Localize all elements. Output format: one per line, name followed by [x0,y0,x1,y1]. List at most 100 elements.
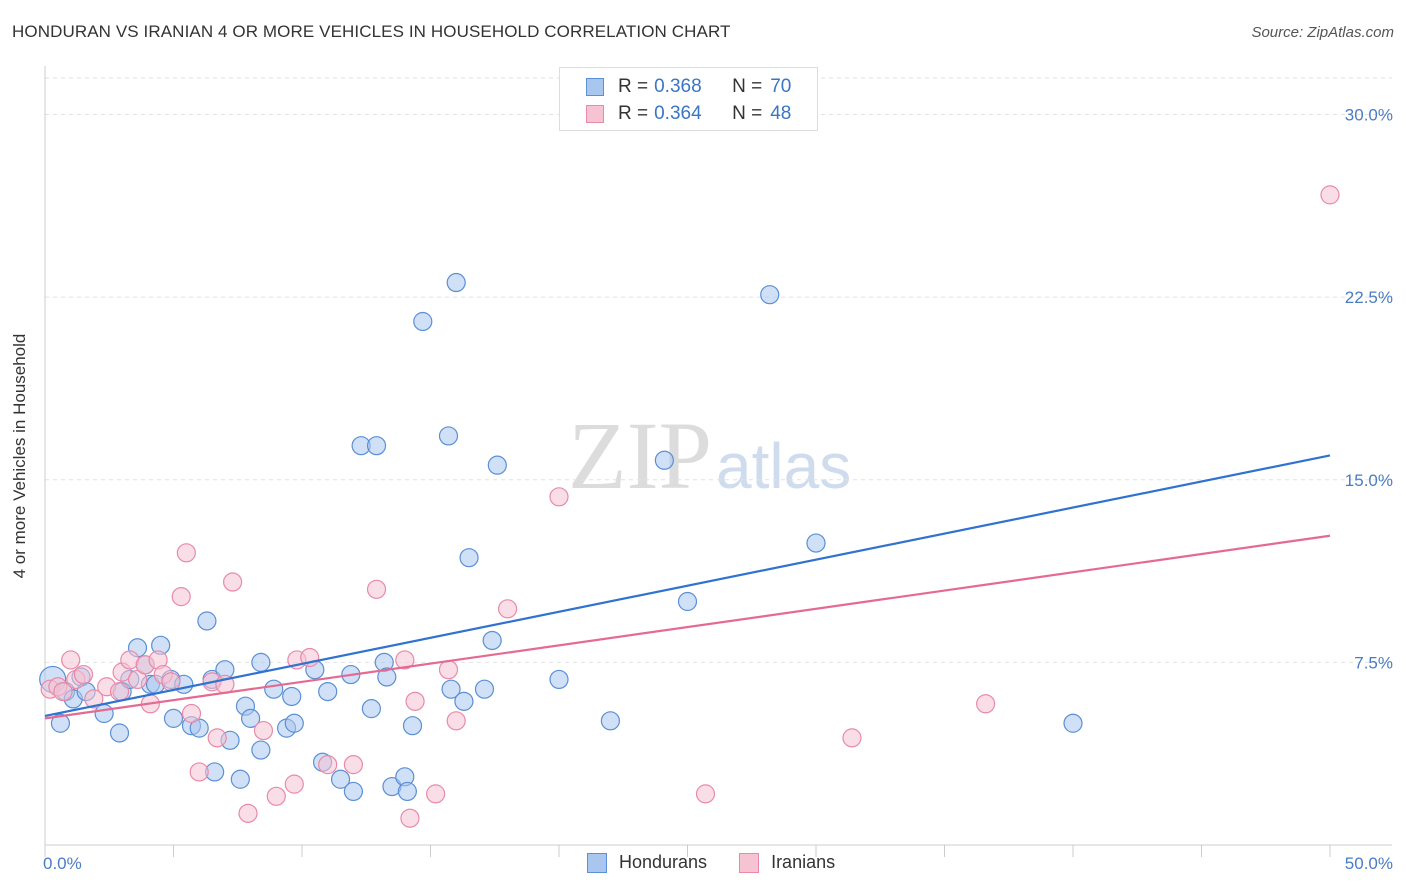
iranian-point [695,784,716,804]
honduran-point [600,711,621,731]
legend-row-iranians: R = 0.364 N = 48 [586,103,791,125]
legend-item-iranians: Iranians [739,852,835,873]
honduran-point [109,723,130,743]
iranian-point [842,728,862,748]
iranian-point [549,487,569,507]
legend-row-hondurans: R = 0.368 N = 70 [586,76,791,98]
correlation-legend: R = 0.368 N = 70 R = 0.364 N = 48 [559,67,818,131]
y-tick-label: 15.0% [1345,471,1393,490]
honduran-point [163,708,184,728]
x-tick-label: 0.0% [43,854,82,873]
iranians-legend-label: Iranians [771,852,836,872]
honduran-point [282,686,302,707]
iranian-point [189,762,209,782]
r-label: R = [618,103,649,124]
iranians-r-value: 0.364 [654,103,702,124]
chart-title: HONDURAN VS IRANIAN 4 OR MORE VEHICLES I… [12,22,731,41]
iranian-point [207,728,227,748]
legend-item-hondurans: Hondurans [587,852,707,873]
trend-layer [44,454,1331,720]
iranian-point [181,703,202,724]
honduran-point [251,740,271,760]
honduran-point [318,681,338,702]
iranian-point [266,786,286,806]
honduran-point [264,679,284,699]
hondurans-n-value: 70 [770,76,792,97]
honduran-point [459,548,479,568]
iranians-legend-swatch [739,852,760,873]
iranian-point [284,774,304,794]
honduran-point [549,669,569,690]
honduran-point [654,450,674,470]
x-tick-label: 50.0% [1345,854,1393,873]
r-label: R = [618,76,649,97]
honduran-point [677,591,698,612]
gridlines [45,77,1392,663]
iranians-n-value: 48 [770,103,792,124]
iranian-point [238,803,258,823]
honduran-point [402,716,423,736]
iranian-point [405,691,425,711]
n-label: N = [732,76,763,97]
iranian-point [343,755,363,775]
hondurans-legend-label: Hondurans [619,852,708,872]
hondurans-r-value: 0.368 [654,76,702,97]
iranians-swatch [586,105,604,123]
honduran-point [251,652,271,672]
y-tick-label: 22.5% [1345,288,1393,307]
honduran-point [197,611,217,631]
honduran-point [482,630,502,651]
honduran-point [454,691,474,711]
y-tick-label: 7.5% [1354,653,1393,672]
honduran-point [441,679,461,699]
honduran-point [230,769,250,789]
iranian-point [318,755,338,775]
honduran-point [241,708,261,728]
iranian-point [446,711,466,731]
honduran-trend-line [44,454,1331,718]
honduran-point [330,769,351,789]
iranian-point [438,660,459,680]
honduran-point [284,713,304,733]
honduran-point [397,781,417,802]
iranian-point [426,784,446,804]
hondurans-legend-swatch [587,852,607,873]
tick-labels: 7.5% 15.0% 22.5% 30.0% 0.0% 50.0% [43,106,1393,873]
source-label: Source: ZipAtlas.com [1251,24,1394,41]
honduran-point [446,272,466,293]
iranian-point [400,808,420,828]
iranian-point [73,664,94,685]
iranian-point [109,681,130,702]
honduran-point [806,533,826,553]
hondurans-swatch [586,78,604,96]
iranian-point [171,587,191,607]
iranian-point [84,689,104,709]
iranian-point [395,650,415,670]
iranian-point [61,650,81,670]
honduran-point [474,679,495,699]
honduran-point [438,426,459,446]
honduran-point [377,667,397,687]
iranian-point [253,720,274,741]
watermark-atlas: atlas [716,430,851,502]
iranian-point [1320,185,1340,205]
honduran-point [760,285,780,305]
honduran-point [487,455,507,475]
iranian-point [53,681,73,702]
points-layer [39,185,1340,828]
y-tick-label: 30.0% [1345,106,1393,125]
honduran-point [366,436,387,456]
series-legend: Hondurans Iranians [587,852,867,873]
honduran-point [50,713,71,733]
iranian-trend-line [44,534,1331,720]
iranian-point [223,572,243,592]
iranian-point [176,543,196,563]
iranian-point [976,694,996,714]
iranian-point [498,599,518,619]
watermark-zip: ZIP [568,402,712,509]
iranian-point [366,579,387,599]
honduran-point [413,311,433,332]
honduran-point [1063,713,1083,733]
n-label: N = [732,103,763,124]
